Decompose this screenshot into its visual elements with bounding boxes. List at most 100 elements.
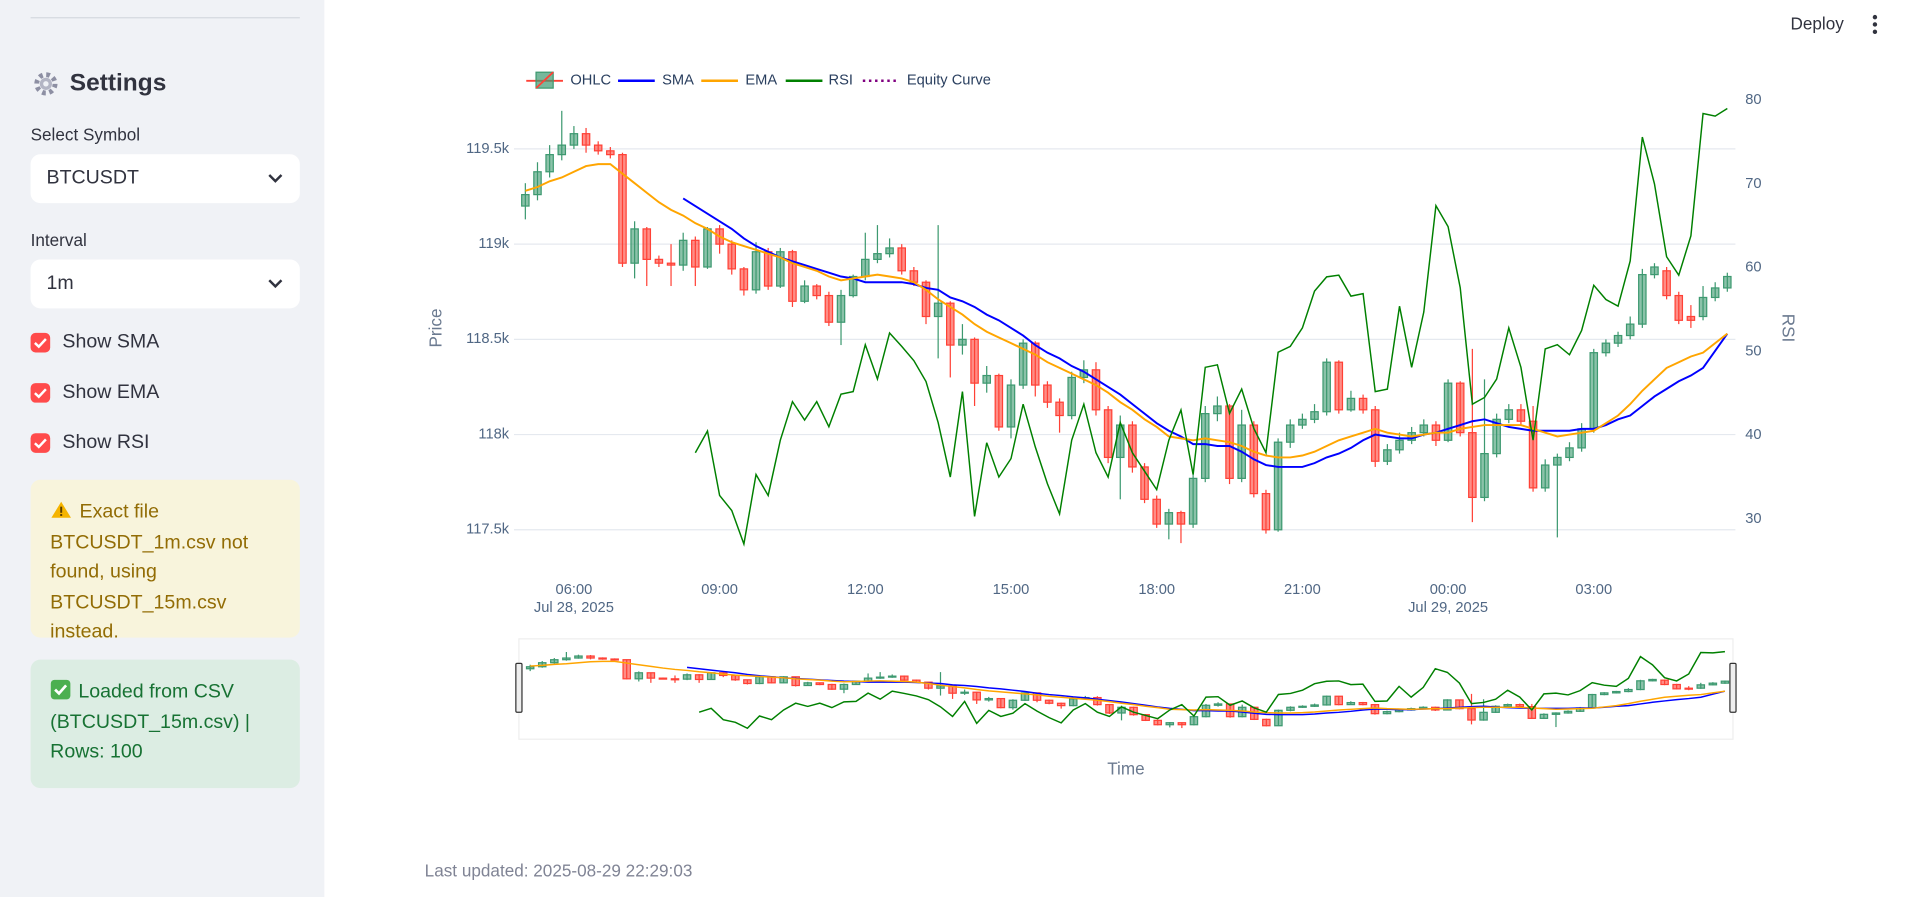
candle-body	[1419, 424, 1429, 434]
candle-body	[1723, 275, 1732, 289]
candle-body	[593, 144, 603, 152]
rangeslider-candle-body	[731, 674, 740, 681]
checkmark	[34, 438, 47, 449]
y2-tick-label: 80	[1745, 92, 1761, 108]
rangeslider-candle-body	[827, 683, 837, 690]
candle-body	[703, 228, 712, 268]
candle-body	[946, 302, 955, 346]
candle-body	[1650, 266, 1659, 276]
candle-body	[642, 228, 652, 260]
candle-body	[1395, 439, 1404, 451]
rangeslider-candle-body	[1020, 692, 1030, 701]
rangeslider-candle-body	[1274, 709, 1283, 727]
rangeslider-bg	[518, 638, 1734, 740]
x-tick-label: 03:00	[1575, 582, 1612, 598]
rangeslider-candle-body	[1479, 711, 1488, 721]
interval-label: Interval	[30, 230, 87, 250]
candle-body	[666, 262, 676, 266]
symbol-label: Select Symbol	[30, 124, 141, 145]
candle-body	[1504, 409, 1514, 420]
rangeslider-candle-body	[1612, 690, 1621, 694]
y-tick-label: 119k	[478, 236, 509, 252]
rangeslider-candle-body	[1648, 678, 1657, 682]
interval-select[interactable]: 1m	[30, 259, 300, 309]
rangeslider-candle-body	[525, 666, 535, 670]
x-tick-label: 18:00	[1138, 582, 1175, 598]
candle-body	[1710, 287, 1720, 299]
y-axis-title: Price	[425, 308, 445, 347]
candle-body	[521, 194, 530, 207]
candle-body	[1273, 441, 1283, 531]
candle-body	[1383, 449, 1392, 462]
candle-body	[751, 251, 761, 291]
warning-icon	[51, 501, 71, 518]
rangeslider-candle-body	[1358, 701, 1368, 706]
candle-body	[1674, 294, 1684, 321]
candle-body	[1091, 369, 1101, 411]
candle-body	[1625, 323, 1635, 337]
rangeslider-candle-body	[1044, 699, 1054, 704]
chevron	[268, 174, 283, 183]
y2-tick-label: 30	[1745, 511, 1761, 527]
candle-body	[824, 294, 834, 323]
rangeslider-candle-body	[1213, 703, 1223, 706]
rangeslider-candle-body	[574, 655, 583, 659]
candle-body	[1188, 477, 1198, 525]
rangeslider-line	[698, 650, 1726, 730]
candle-body	[581, 133, 591, 146]
candle-body	[1298, 418, 1307, 426]
candle-body	[654, 258, 664, 264]
y-tick-label: 119.5k	[466, 141, 510, 157]
candle-body	[1443, 382, 1453, 441]
deploy-button[interactable]: Deploy	[1790, 13, 1844, 34]
checkbox-box	[30, 433, 51, 453]
rangeslider-candle-body	[803, 682, 813, 687]
checkbox-box	[30, 332, 51, 353]
candle-body	[1067, 376, 1076, 417]
last-updated: Last updated: 2025-08-29 22:29:03	[424, 860, 693, 880]
rangeslider-candle-body	[1684, 687, 1694, 690]
rangeslider-candle-body	[1624, 688, 1633, 693]
candle-body	[618, 154, 627, 264]
rangeslider-candle-body	[1708, 682, 1718, 686]
sidebar-title: Settings	[69, 69, 167, 97]
checkmark	[34, 388, 47, 399]
rangeslider-candle-body	[658, 677, 668, 680]
candle-body	[691, 239, 700, 268]
rangeslider-candle-body	[1189, 716, 1199, 726]
candle-body	[897, 247, 907, 272]
rangeslider-candle-body	[1153, 719, 1163, 726]
candle-body	[1565, 447, 1574, 459]
rangeslider-candle-body	[646, 672, 656, 679]
success-box: Loaded from CSV (BTCUSDT_15m.csv) | Rows…	[30, 659, 300, 789]
rangeslider-candle-body	[1696, 684, 1706, 689]
rangeslider-candle-body	[791, 676, 800, 687]
candle-body	[1553, 456, 1562, 466]
rangeslider-candle-body	[972, 691, 981, 701]
candle-body	[800, 285, 809, 302]
rangeslider-candle-body	[755, 676, 764, 685]
rangeslider-line	[530, 660, 1726, 714]
rangeslider-candle-body	[1382, 711, 1392, 715]
menu-button[interactable]	[1870, 13, 1880, 35]
checkbox-box	[30, 383, 51, 403]
checkbox-label: Show SMA	[62, 331, 160, 353]
candle-body	[1638, 273, 1647, 325]
rangeslider-candle-body	[1467, 708, 1476, 721]
rangeslider-candle-body	[839, 683, 849, 690]
candle-body	[1334, 361, 1344, 411]
legend-label: OHLC	[570, 73, 611, 89]
symbol-select[interactable]: BTCUSDT	[30, 154, 300, 204]
candle-body	[533, 171, 542, 196]
candle-body	[982, 374, 991, 384]
candle-body	[1480, 452, 1489, 499]
candle-body	[1164, 512, 1174, 525]
candle-body	[569, 133, 579, 146]
y-tick-label: 118k	[478, 426, 509, 442]
rangeslider-candle-body	[1527, 706, 1537, 719]
checkbox-label: Show EMA	[62, 381, 160, 403]
y-tick-label: 118.5k	[466, 331, 510, 347]
x-tick-label: 12:00	[847, 582, 884, 598]
